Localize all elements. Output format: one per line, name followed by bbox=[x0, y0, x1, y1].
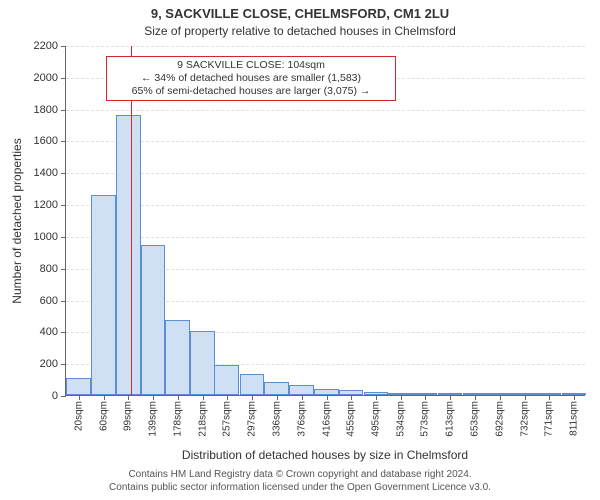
footer-line-1: Contains HM Land Registry data © Crown c… bbox=[0, 468, 600, 481]
histogram-bar bbox=[289, 385, 314, 395]
chart-title: 9, SACKVILLE CLOSE, CHELMSFORD, CM1 2LU bbox=[0, 6, 600, 21]
annotation-line-1: 9 SACKVILLE CLOSE: 104sqm bbox=[113, 59, 389, 72]
footer-line-2: Contains public sector information licen… bbox=[0, 481, 600, 494]
x-tick bbox=[128, 395, 129, 400]
y-tick-label: 1800 bbox=[34, 104, 58, 116]
gridline bbox=[66, 205, 585, 206]
figure-container: 9, SACKVILLE CLOSE, CHELMSFORD, CM1 2LU … bbox=[0, 0, 600, 500]
y-tick bbox=[61, 269, 66, 270]
x-tick bbox=[574, 395, 575, 400]
y-tick-label: 600 bbox=[40, 295, 58, 307]
x-tick-label: 178sqm bbox=[172, 401, 183, 437]
y-tick bbox=[61, 301, 66, 302]
x-tick-label: 20sqm bbox=[73, 401, 84, 431]
chart: 0200400600800100012001400160018002000220… bbox=[65, 46, 585, 396]
x-tick-label: 416sqm bbox=[321, 401, 332, 437]
x-tick-label: 653sqm bbox=[470, 401, 481, 437]
x-tick-label: 455sqm bbox=[346, 401, 357, 437]
gridline bbox=[66, 110, 585, 111]
x-tick-label: 732sqm bbox=[519, 401, 530, 437]
x-tick bbox=[178, 395, 179, 400]
histogram-bar bbox=[165, 320, 190, 395]
y-tick-label: 1400 bbox=[34, 167, 58, 179]
annotation-line-3: 65% of semi-detached houses are larger (… bbox=[113, 85, 389, 98]
x-tick bbox=[475, 395, 476, 400]
x-tick-label: 613sqm bbox=[445, 401, 456, 437]
x-tick bbox=[203, 395, 204, 400]
histogram-bar bbox=[141, 245, 166, 395]
x-tick-label: 99sqm bbox=[123, 401, 134, 431]
y-tick bbox=[61, 173, 66, 174]
x-tick bbox=[425, 395, 426, 400]
x-tick-label: 771sqm bbox=[544, 401, 555, 437]
y-tick-label: 200 bbox=[40, 358, 58, 370]
y-tick bbox=[61, 46, 66, 47]
x-axis-label: Distribution of detached houses by size … bbox=[65, 448, 585, 462]
y-tick bbox=[61, 78, 66, 79]
x-tick-label: 297sqm bbox=[247, 401, 258, 437]
y-tick-label: 1200 bbox=[34, 199, 58, 211]
chart-subtitle: Size of property relative to detached ho… bbox=[0, 24, 600, 38]
x-tick-label: 139sqm bbox=[148, 401, 159, 437]
y-tick-label: 800 bbox=[40, 263, 58, 275]
histogram-bar bbox=[214, 365, 239, 395]
annotation-line-2: ← 34% of detached houses are smaller (1,… bbox=[113, 72, 389, 85]
histogram-bar bbox=[264, 382, 289, 395]
plot-area: 0200400600800100012001400160018002000220… bbox=[65, 46, 585, 396]
gridline bbox=[66, 173, 585, 174]
x-tick bbox=[500, 395, 501, 400]
x-tick-label: 811sqm bbox=[569, 401, 580, 436]
histogram-bar bbox=[116, 115, 141, 395]
y-axis-label: Number of detached properties bbox=[10, 138, 24, 303]
y-tick-label: 2000 bbox=[34, 72, 58, 84]
x-tick-label: 573sqm bbox=[419, 401, 430, 437]
x-tick bbox=[104, 395, 105, 400]
y-tick bbox=[61, 364, 66, 365]
x-tick-label: 534sqm bbox=[395, 401, 406, 437]
histogram-bar bbox=[240, 374, 265, 395]
y-tick-label: 1600 bbox=[34, 135, 58, 147]
y-tick bbox=[61, 396, 66, 397]
x-tick-label: 257sqm bbox=[222, 401, 233, 437]
y-tick bbox=[61, 237, 66, 238]
x-tick bbox=[153, 395, 154, 400]
gridline bbox=[66, 46, 585, 47]
y-tick bbox=[61, 332, 66, 333]
x-tick-label: 60sqm bbox=[98, 401, 109, 431]
annotation-box: 9 SACKVILLE CLOSE: 104sqm← 34% of detach… bbox=[106, 56, 396, 101]
histogram-bar bbox=[91, 195, 116, 395]
x-tick-label: 336sqm bbox=[271, 401, 282, 437]
x-tick bbox=[450, 395, 451, 400]
x-tick bbox=[351, 395, 352, 400]
histogram-bar bbox=[190, 331, 215, 395]
gridline bbox=[66, 141, 585, 142]
gridline bbox=[66, 237, 585, 238]
x-tick bbox=[549, 395, 550, 400]
x-tick bbox=[401, 395, 402, 400]
x-tick bbox=[79, 395, 80, 400]
x-tick bbox=[376, 395, 377, 400]
x-tick bbox=[327, 395, 328, 400]
x-tick bbox=[277, 395, 278, 400]
y-tick-label: 1000 bbox=[34, 231, 58, 243]
x-tick-label: 495sqm bbox=[371, 401, 382, 437]
x-tick bbox=[227, 395, 228, 400]
y-tick-label: 400 bbox=[40, 326, 58, 338]
x-tick bbox=[302, 395, 303, 400]
y-tick bbox=[61, 205, 66, 206]
y-tick bbox=[61, 110, 66, 111]
y-tick-label: 0 bbox=[52, 390, 58, 402]
x-tick bbox=[252, 395, 253, 400]
x-tick-label: 692sqm bbox=[494, 401, 505, 437]
footer-attribution: Contains HM Land Registry data © Crown c… bbox=[0, 468, 600, 494]
x-tick-label: 218sqm bbox=[197, 401, 208, 437]
y-tick bbox=[61, 141, 66, 142]
histogram-bar bbox=[66, 378, 91, 396]
y-tick-label: 2200 bbox=[34, 40, 58, 52]
x-tick-label: 376sqm bbox=[296, 401, 307, 437]
x-tick bbox=[525, 395, 526, 400]
